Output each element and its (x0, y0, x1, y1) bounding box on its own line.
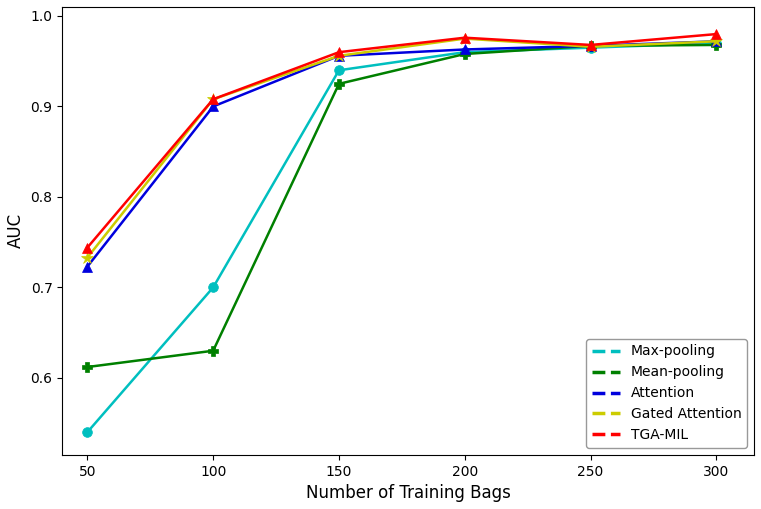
Max-pooling (334, 67, 343, 73)
Attention (334, 53, 343, 59)
Gated Attention (712, 38, 721, 44)
Gated Attention (209, 96, 218, 102)
TGA-MIL (209, 96, 218, 102)
Line: Gated Attention: Gated Attention (81, 33, 722, 264)
Gated Attention (460, 36, 470, 42)
TGA-MIL (83, 244, 92, 250)
Mean-pooling (334, 81, 343, 87)
TGA-MIL (334, 49, 343, 55)
Attention (586, 43, 595, 49)
Mean-pooling (586, 43, 595, 49)
Y-axis label: AUC: AUC (7, 213, 25, 248)
Line: Mean-pooling: Mean-pooling (82, 40, 721, 372)
Line: TGA-MIL: TGA-MIL (82, 29, 721, 252)
Mean-pooling (83, 364, 92, 370)
TGA-MIL (460, 35, 470, 41)
Line: Attention: Attention (82, 37, 721, 271)
Line: Max-pooling: Max-pooling (82, 38, 721, 437)
Attention (83, 264, 92, 270)
TGA-MIL (712, 31, 721, 37)
Gated Attention (586, 44, 595, 50)
Attention (712, 38, 721, 44)
Max-pooling (460, 49, 470, 55)
Max-pooling (83, 429, 92, 435)
Gated Attention (83, 254, 92, 261)
Mean-pooling (712, 42, 721, 48)
Gated Attention (334, 53, 343, 59)
X-axis label: Number of Training Bags: Number of Training Bags (306, 484, 511, 502)
Max-pooling (209, 285, 218, 291)
Legend: Max-pooling, Mean-pooling, Attention, Gated Attention, TGA-MIL: Max-pooling, Mean-pooling, Attention, Ga… (587, 339, 747, 448)
Max-pooling (712, 40, 721, 46)
TGA-MIL (586, 42, 595, 48)
Max-pooling (586, 45, 595, 51)
Mean-pooling (460, 51, 470, 57)
Attention (460, 46, 470, 52)
Mean-pooling (209, 348, 218, 354)
Attention (209, 103, 218, 109)
